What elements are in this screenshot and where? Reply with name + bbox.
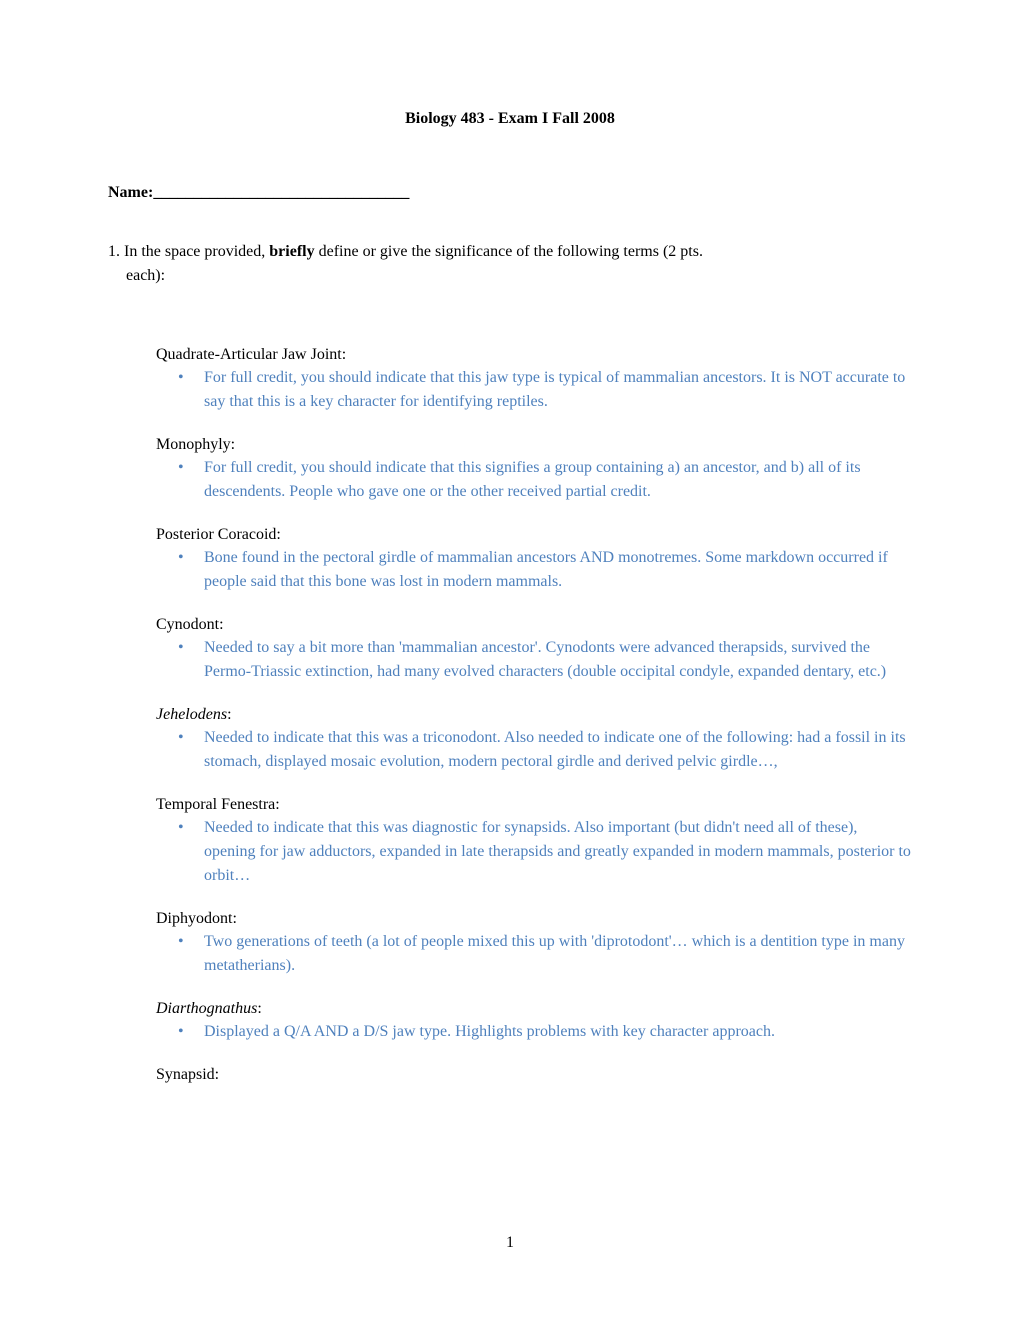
term-label: Monophyly: xyxy=(156,436,912,454)
question-prompt: 1. In the space provided, briefly define… xyxy=(108,240,912,288)
question-bold-word: briefly xyxy=(269,243,314,260)
answer-item: For full credit, you should indicate tha… xyxy=(186,456,912,504)
term-block: Diphyodont: Two generations of teeth (a l… xyxy=(156,910,912,978)
answer-list: Needed to indicate that this was a trico… xyxy=(156,726,912,774)
term-block: Quadrate-Articular Jaw Joint: For full cr… xyxy=(156,346,912,414)
answer-item: Displayed a Q/A AND a D/S jaw type. High… xyxy=(186,1020,912,1044)
answer-item: Two generations of teeth (a lot of peopl… xyxy=(186,930,912,978)
answer-list: For full credit, you should indicate tha… xyxy=(156,366,912,414)
term-label: Posterior Coracoid: xyxy=(156,526,912,544)
answer-item: Needed to indicate that this was a trico… xyxy=(186,726,912,774)
question-text-1: 1. In the space provided, xyxy=(108,243,269,260)
document-title: Biology 483 - Exam I Fall 2008 xyxy=(108,110,912,128)
name-field-label: Name:________________________________ xyxy=(108,184,912,202)
page-number: 1 xyxy=(0,1234,1020,1252)
answer-item: For full credit, you should indicate tha… xyxy=(186,366,912,414)
term-block: Synapsid: xyxy=(156,1066,912,1084)
term-block: Temporal Fenestra: Needed to indicate tha… xyxy=(156,796,912,888)
answer-item: Needed to indicate that this was diagnos… xyxy=(186,816,912,888)
term-label: Jehelodens: xyxy=(156,706,912,724)
term-block: Diarthognathus: Displayed a Q/A AND a D/S… xyxy=(156,1000,912,1044)
answer-item: Needed to say a bit more than 'mammalian… xyxy=(186,636,912,684)
term-label: Temporal Fenestra: xyxy=(156,796,912,814)
answer-list: Needed to indicate that this was diagnos… xyxy=(156,816,912,888)
term-block: Jehelodens: Needed to indicate that this … xyxy=(156,706,912,774)
term-block: Monophyly: For full credit, you should in… xyxy=(156,436,912,504)
term-label: Cynodont: xyxy=(156,616,912,634)
term-label: Diarthognathus: xyxy=(156,1000,912,1018)
answer-list: Needed to say a bit more than 'mammalian… xyxy=(156,636,912,684)
term-label: Quadrate-Articular Jaw Joint: xyxy=(156,346,912,364)
terms-container: Quadrate-Articular Jaw Joint: For full cr… xyxy=(108,346,912,1084)
answer-list: For full credit, you should indicate tha… xyxy=(156,456,912,504)
term-block: Posterior Coracoid: Bone found in the pec… xyxy=(156,526,912,594)
question-text-2: each): xyxy=(126,267,165,284)
term-block: Cynodont: Needed to say a bit more than '… xyxy=(156,616,912,684)
answer-list: Two generations of teeth (a lot of peopl… xyxy=(156,930,912,978)
term-label: Diphyodont: xyxy=(156,910,912,928)
answer-item: Bone found in the pectoral girdle of mam… xyxy=(186,546,912,594)
answer-list: Displayed a Q/A AND a D/S jaw type. High… xyxy=(156,1020,912,1044)
question-text-1b: define or give the significance of the f… xyxy=(315,243,703,260)
answer-list: Bone found in the pectoral girdle of mam… xyxy=(156,546,912,594)
term-label: Synapsid: xyxy=(156,1066,912,1084)
